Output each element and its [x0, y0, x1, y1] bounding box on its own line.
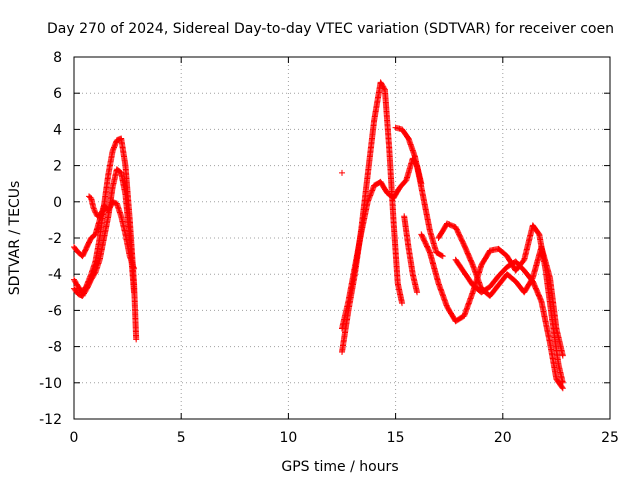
data-point [133, 336, 140, 343]
y-tick-label: -12 [39, 412, 62, 428]
x-tick-label: 5 [177, 430, 186, 446]
y-tick-label: 2 [53, 159, 62, 175]
y-tick-label: -10 [39, 376, 62, 392]
x-tick-label: 20 [494, 430, 512, 446]
data-point [339, 169, 345, 176]
data-point [414, 289, 421, 296]
series-arc-2b [339, 155, 425, 332]
x-tick-label: 15 [387, 430, 405, 446]
data-point [399, 300, 406, 307]
y-tick-label: -2 [48, 231, 62, 247]
y-tick-label: 0 [53, 195, 62, 211]
data-point [131, 289, 138, 296]
x-axis-label: GPS time / hours [281, 459, 398, 475]
data-point [91, 208, 98, 215]
series-arc-3c [452, 256, 566, 392]
data-point [131, 265, 138, 272]
y-tick-label: -6 [48, 303, 62, 319]
y-tick-label: 8 [53, 50, 62, 66]
x-tick-label: 0 [70, 430, 79, 446]
y-tick-label: 4 [53, 122, 62, 138]
data-marks [71, 79, 566, 392]
series-arc-3b [435, 220, 566, 359]
x-tick-label: 25 [601, 430, 619, 446]
data-point [91, 206, 98, 213]
data-point [438, 252, 445, 259]
data-point [96, 211, 103, 218]
data-point [559, 385, 566, 392]
data-point [439, 253, 446, 260]
y-axis-label: SDTVAR / TECUs [7, 181, 23, 296]
series-isolated [339, 169, 345, 176]
chart-title: Day 270 of 2024, Sidereal Day-to-day VTE… [47, 21, 614, 37]
y-tick-label: 6 [53, 86, 62, 102]
data-point [559, 384, 566, 391]
y-tick-label: -4 [48, 267, 62, 283]
data-point [559, 352, 566, 359]
x-tick-label: 10 [279, 430, 297, 446]
data-point [90, 204, 97, 211]
series-arc-1d [86, 193, 103, 220]
series-arc-1c [71, 198, 138, 272]
series-arc-2c [392, 124, 446, 260]
data-point [90, 205, 97, 212]
tick-layer: 0 5 10 15 20 25 -12 -10 -8 -6 -4 -2 0 2 4 6 8 [39, 50, 619, 446]
y-tick-label: -8 [48, 340, 62, 356]
series-arc-2d [401, 213, 421, 296]
data-point [95, 212, 102, 219]
